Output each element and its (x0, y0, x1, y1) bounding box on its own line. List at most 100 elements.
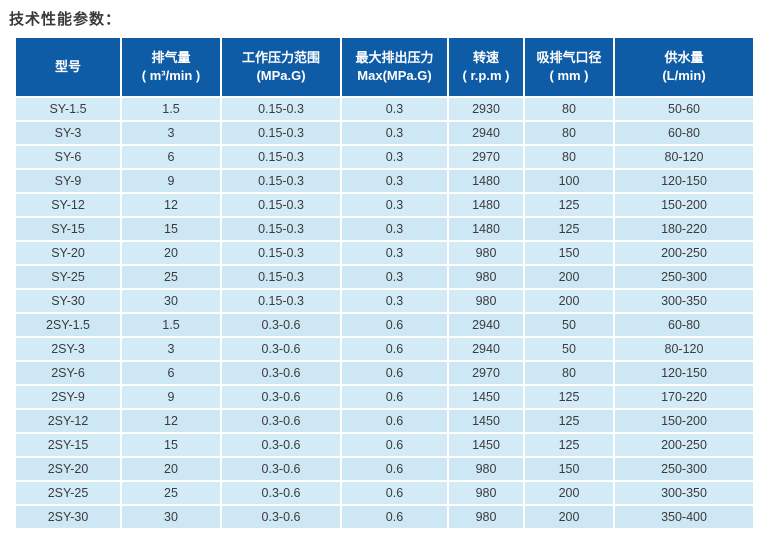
column-label: 最大排出压力 (355, 50, 434, 66)
table-cell: 980 (449, 266, 523, 288)
table-cell: 2SY-9 (16, 386, 120, 408)
table-row: 2SY-30 30 0.3-0.6 0.6 980 200 350-400 (16, 506, 753, 528)
table-cell: 9 (122, 386, 220, 408)
table-cell: 2940 (449, 122, 523, 144)
table-cell: 0.15-0.3 (222, 290, 340, 312)
column-unit: (MPa.G) (256, 68, 306, 83)
column-header-5: 吸排气口径 ( mm ) (525, 38, 613, 96)
table-cell: 2930 (449, 98, 523, 120)
table-cell: 0.3-0.6 (222, 338, 340, 360)
column-label: 转速 (472, 50, 499, 66)
table-cell: 1450 (449, 386, 523, 408)
column-header-3: 最大排出压力 Max(MPa.G) (342, 38, 447, 96)
table-cell: 120-150 (615, 170, 753, 192)
table-cell: 0.3-0.6 (222, 386, 340, 408)
table-row: SY-15 15 0.15-0.3 0.3 1480 125 180-220 (16, 218, 753, 240)
table-cell: 2940 (449, 338, 523, 360)
table-cell: 0.15-0.3 (222, 122, 340, 144)
table-cell: 300-350 (615, 482, 753, 504)
table-cell: 30 (122, 290, 220, 312)
table-cell: 50 (525, 338, 613, 360)
table-cell: 980 (449, 458, 523, 480)
table-cell: 1.5 (122, 98, 220, 120)
column-unit: (L/min) (662, 68, 706, 83)
table-cell: 250-300 (615, 458, 753, 480)
column-header-4: 转速 ( r.p.m ) (449, 38, 523, 96)
table-row: 2SY-12 12 0.3-0.6 0.6 1450 125 150-200 (16, 410, 753, 432)
table-cell: 80 (525, 98, 613, 120)
table-cell: 0.3 (342, 266, 447, 288)
table-cell: 15 (122, 434, 220, 456)
table-cell: 150-200 (615, 410, 753, 432)
table-cell: SY-15 (16, 218, 120, 240)
table-cell: 80-120 (615, 338, 753, 360)
column-header-2: 工作压力范围 (MPa.G) (222, 38, 340, 96)
table-cell: 125 (525, 194, 613, 216)
table-cell: 150-200 (615, 194, 753, 216)
table-row: 2SY-9 9 0.3-0.6 0.6 1450 125 170-220 (16, 386, 753, 408)
table-cell: 1450 (449, 410, 523, 432)
column-label: 工作压力范围 (241, 50, 320, 66)
table-cell: 125 (525, 410, 613, 432)
column-label: 排气量 (151, 50, 191, 66)
table-cell: 2SY-1.5 (16, 314, 120, 336)
table-cell: 3 (122, 338, 220, 360)
table-cell: 0.3-0.6 (222, 314, 340, 336)
table-cell: 30 (122, 506, 220, 528)
table-cell: 120-150 (615, 362, 753, 384)
table-cell: 150 (525, 458, 613, 480)
column-header-0: 型号 (16, 38, 120, 96)
table-cell: 0.3 (342, 290, 447, 312)
table-cell: 6 (122, 362, 220, 384)
table-cell: 1480 (449, 170, 523, 192)
table-row: 2SY-25 25 0.3-0.6 0.6 980 200 300-350 (16, 482, 753, 504)
table-cell: 2970 (449, 362, 523, 384)
table-row: SY-30 30 0.15-0.3 0.3 980 200 300-350 (16, 290, 753, 312)
table-row: 2SY-1.5 1.5 0.3-0.6 0.6 2940 50 60-80 (16, 314, 753, 336)
table-cell: 200 (525, 506, 613, 528)
table-cell: 20 (122, 242, 220, 264)
table-cell: 2SY-12 (16, 410, 120, 432)
table-cell: 50 (525, 314, 613, 336)
table-cell: SY-6 (16, 146, 120, 168)
table-cell: 0.3-0.6 (222, 458, 340, 480)
table-cell: 15 (122, 218, 220, 240)
column-label: 型号 (54, 59, 81, 75)
table-cell: 0.6 (342, 410, 447, 432)
column-header-1: 排气量 ( m³/min ) (122, 38, 220, 96)
table-cell: 80-120 (615, 146, 753, 168)
table-cell: 0.3-0.6 (222, 482, 340, 504)
table-cell: 0.3 (342, 242, 447, 264)
table-row: SY-20 20 0.15-0.3 0.3 980 150 200-250 (16, 242, 753, 264)
table-cell: 0.15-0.3 (222, 218, 340, 240)
table-cell: 0.3-0.6 (222, 434, 340, 456)
table-row: SY-1.5 1.5 0.15-0.3 0.3 2930 80 50-60 (16, 98, 753, 120)
table-cell: 0.15-0.3 (222, 266, 340, 288)
table-cell: 12 (122, 410, 220, 432)
table-header: 型号 排气量 ( m³/min ) 工作压力范围 (MPa.G) 最大排出压力 Max(MP… (16, 38, 753, 96)
table-cell: 300-350 (615, 290, 753, 312)
table-cell: 0.3-0.6 (222, 410, 340, 432)
column-unit: ( m³/min ) (141, 68, 201, 83)
table-cell: 20 (122, 458, 220, 480)
table-cell: 170-220 (615, 386, 753, 408)
table-cell: 0.3 (342, 122, 447, 144)
table-cell: 0.6 (342, 506, 447, 528)
table-cell: 250-300 (615, 266, 753, 288)
table-cell: SY-3 (16, 122, 120, 144)
table-cell: 2SY-6 (16, 362, 120, 384)
table-cell: 125 (525, 434, 613, 456)
column-label: 供水量 (664, 50, 704, 66)
table-cell: 0.6 (342, 434, 447, 456)
column-unit: Max(MPa.G) (357, 68, 432, 83)
table-cell: 2SY-30 (16, 506, 120, 528)
table-cell: 100 (525, 170, 613, 192)
table-cell: 200-250 (615, 434, 753, 456)
table-cell: 980 (449, 482, 523, 504)
table-cell: 125 (525, 386, 613, 408)
table-cell: 180-220 (615, 218, 753, 240)
table-cell: 80 (525, 146, 613, 168)
table-cell: 980 (449, 290, 523, 312)
table-row: 2SY-6 6 0.3-0.6 0.6 2970 80 120-150 (16, 362, 753, 384)
